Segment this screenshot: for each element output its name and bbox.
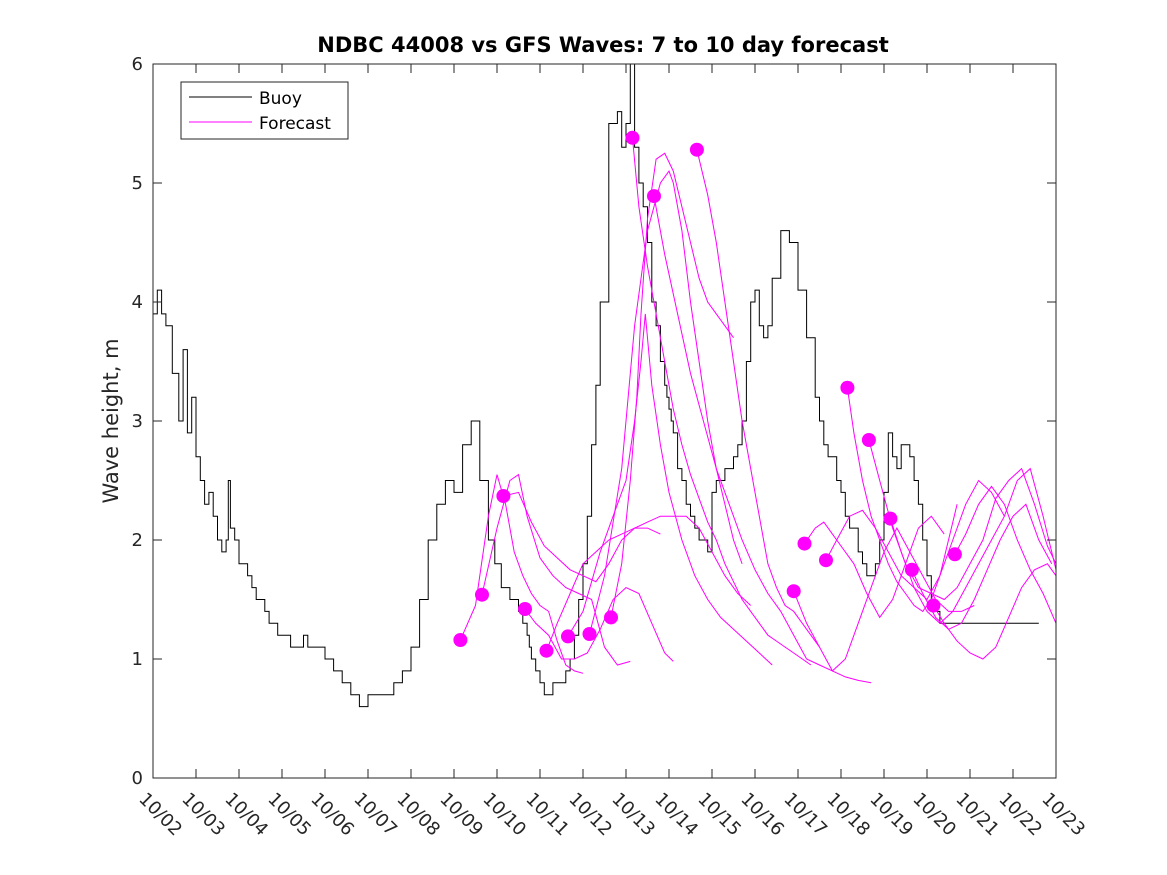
forecast-start-marker (904, 562, 919, 577)
plot-area (153, 63, 1057, 708)
x-tick-label: 10/21 (951, 789, 1003, 841)
x-tick-label: 10/22 (994, 789, 1046, 841)
forecast-start-marker (582, 627, 597, 641)
x-tick-label: 10/03 (177, 789, 229, 841)
forecast-line-9 (632, 137, 812, 666)
chart-title: NDBC 44008 vs GFS Waves: 7 to 10 day for… (317, 33, 888, 57)
y-tick-label: 4 (132, 292, 143, 313)
forecast-line-12 (793, 527, 975, 672)
x-tick-label: 10/17 (779, 789, 831, 841)
forecast-line-10 (653, 196, 872, 684)
x-tick-label: 10/11 (521, 789, 573, 841)
y-axis: 0 1 2 3 4 5 6 (132, 54, 1056, 789)
legend-forecast-label: Forecast (259, 114, 331, 134)
forecast-line-6 (567, 313, 773, 666)
forecast-line-19 (932, 563, 1057, 660)
x-axis: 10/0210/0310/0410/0510/0610/0710/0810/09… (134, 64, 1089, 840)
x-tick-label: 10/02 (134, 789, 186, 841)
forecast-start-marker (561, 629, 575, 644)
forecast-start-marker (926, 598, 941, 613)
forecast-start-marker (689, 142, 704, 157)
forecast-start-marker (475, 587, 489, 602)
y-tick-label: 2 (132, 530, 143, 551)
y-tick-label: 6 (132, 54, 143, 75)
forecast-line-4 (524, 587, 674, 662)
x-tick-label: 10/09 (435, 789, 487, 841)
forecast-start-marker (539, 643, 554, 658)
x-tick-label: 10/20 (908, 789, 960, 841)
x-tick-label: 10/13 (607, 789, 659, 841)
buoy-series-line (153, 63, 1039, 708)
x-tick-label: 10/23 (1037, 789, 1089, 841)
forecast-start-marker (625, 130, 640, 145)
x-tick-label: 10/07 (349, 789, 401, 841)
forecast-start-marker (518, 602, 532, 616)
forecast-start-marker (786, 584, 801, 599)
x-tick-label: 10/12 (564, 789, 616, 841)
forecast-line-3 (503, 491, 752, 606)
forecast-start-marker (604, 610, 618, 625)
y-tick-label: 1 (132, 649, 143, 670)
forecast-start-marker (453, 633, 468, 647)
y-tick-label: 3 (132, 411, 143, 432)
forecast-start-marker (883, 511, 898, 526)
x-tick-label: 10/18 (822, 789, 874, 841)
x-tick-label: 10/10 (478, 789, 530, 841)
axes-box (152, 63, 1057, 779)
forecast-line-17 (889, 467, 1057, 624)
forecast-start-marker (861, 433, 876, 447)
forecast-start-marker (496, 489, 511, 503)
forecast-start-marker (819, 553, 833, 568)
forecast-start-marker (947, 547, 962, 562)
y-tick-label: 0 (132, 768, 143, 789)
forecast-start-marker (840, 380, 855, 395)
forecast-line-11 (696, 149, 820, 648)
forecast-line-15 (846, 387, 958, 613)
forecast-start-marker (797, 536, 812, 551)
y-axis-label: Wave height, m (99, 338, 123, 503)
forecast-line-13 (804, 515, 945, 619)
forecast-line-20 (954, 485, 1057, 624)
legend-buoy-label: Buoy (259, 89, 302, 109)
forecast-line-8 (610, 152, 734, 618)
forecast-line-1 (459, 474, 584, 674)
x-tick-label: 10/06 (306, 789, 358, 841)
legend-box (180, 81, 349, 140)
x-tick-label: 10/15 (693, 789, 745, 841)
forecast-line-2 (481, 473, 631, 666)
forecast-line-7 (589, 170, 743, 635)
x-tick-label: 10/08 (392, 789, 444, 841)
forecast-line-18 (911, 503, 1053, 630)
forecast-start-marker (647, 189, 661, 204)
x-tick-label: 10/19 (865, 789, 917, 841)
x-tick-label: 10/16 (736, 789, 788, 841)
y-tick-label: 5 (132, 173, 143, 194)
x-tick-label: 10/14 (650, 789, 702, 841)
legend: Buoy Forecast (180, 81, 349, 140)
x-tick-label: 10/04 (220, 789, 272, 841)
x-tick-label: 10/05 (263, 789, 315, 841)
